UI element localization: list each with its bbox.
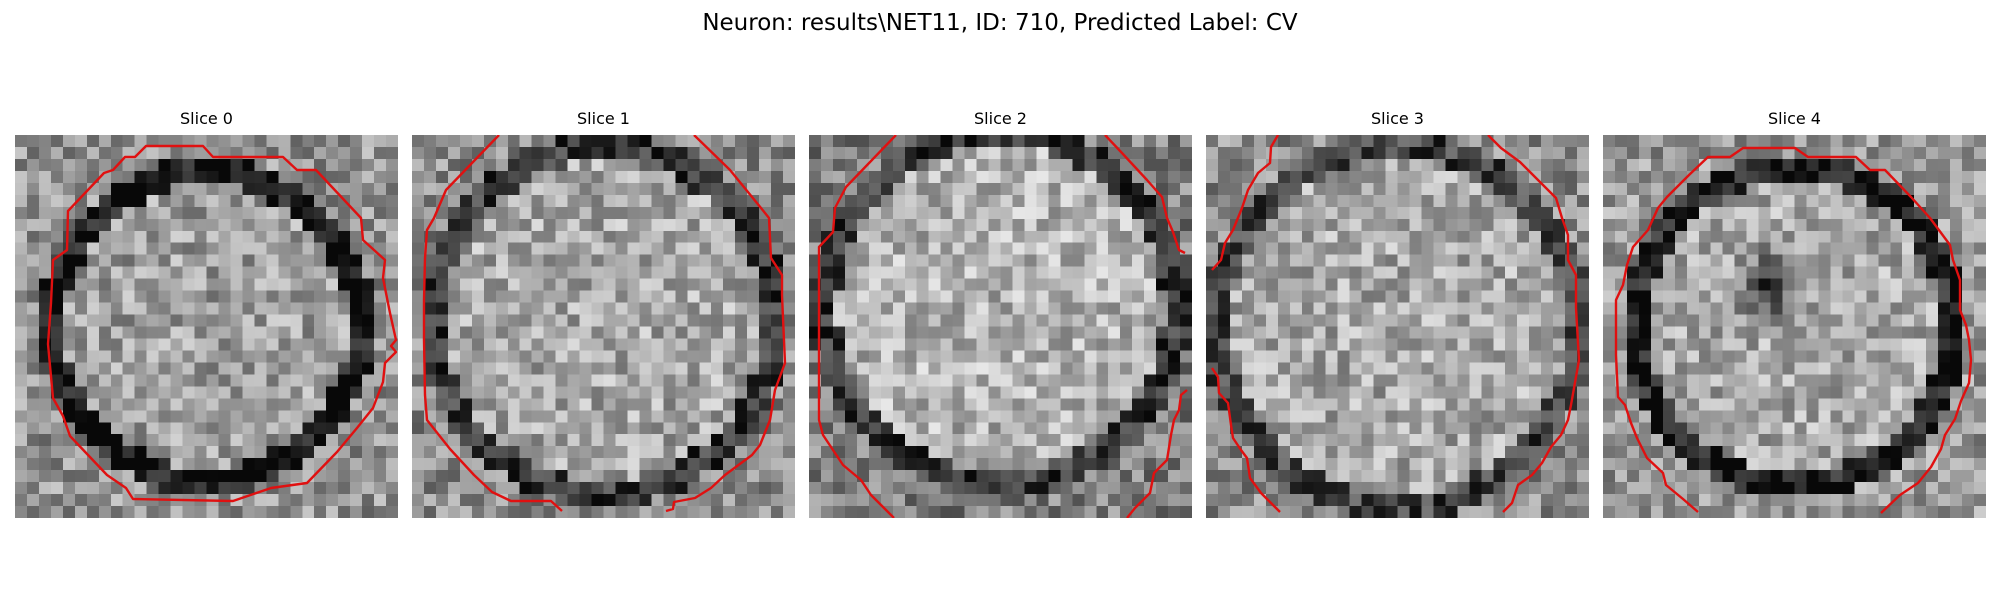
contour-overlay: [817, 135, 1188, 518]
segmentation-contour: [665, 135, 787, 513]
slice-panel-3: Slice 3: [1206, 108, 1589, 518]
slice-image: [15, 135, 398, 518]
segmentation-contour: [1211, 367, 1281, 513]
grayscale-slice: [412, 135, 795, 518]
segmentation-contour: [1487, 135, 1581, 513]
slice-panel-4: Slice 4: [1603, 108, 1986, 518]
slice-panel-0: Slice 0: [15, 108, 398, 518]
slice-title: Slice 3: [1371, 109, 1424, 128]
slice-image: [809, 135, 1192, 518]
contour-overlay: [422, 135, 787, 513]
slice-title: Slice 1: [577, 109, 630, 128]
slice-title: Slice 4: [1768, 109, 1821, 128]
segmentation-contour: [817, 135, 897, 518]
slice-image: [1206, 135, 1589, 518]
slice-title: Slice 0: [180, 109, 233, 128]
segmentation-contour: [1614, 146, 1973, 514]
slice-panel-2: Slice 2: [809, 108, 1192, 518]
segmentation-contour: [1126, 389, 1188, 518]
contour-overlay: [46, 144, 398, 503]
segmentation-contour: [1104, 135, 1186, 255]
slice-image: [412, 135, 795, 518]
grayscale-slice: [1206, 135, 1589, 518]
slice-image: [1603, 135, 1986, 518]
contour-overlay: [1614, 146, 1973, 514]
segmentation-contour: [422, 135, 563, 512]
grayscale-slice: [809, 135, 1192, 518]
segmentation-contour: [46, 144, 398, 503]
contour-overlay: [1211, 135, 1581, 513]
figure-title: Neuron: results\NET11, ID: 710, Predicte…: [702, 10, 1298, 36]
segmentation-contour: [1211, 135, 1280, 271]
slice-title: Slice 2: [974, 109, 1027, 128]
slice-panel-1: Slice 1: [412, 108, 795, 518]
